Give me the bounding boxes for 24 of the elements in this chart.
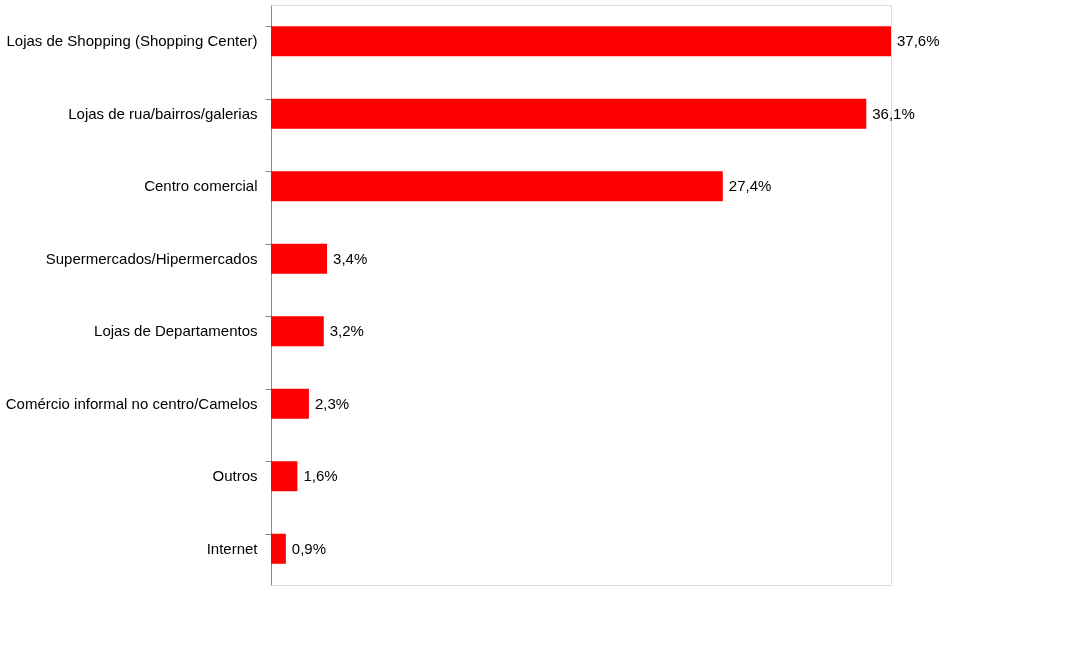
data-label: 3,4% [333,249,368,267]
data-label: 3,2% [329,322,364,340]
y-tick-label: Lojas de Departamentos [94,322,258,340]
data-label: 36,1% [872,104,915,122]
data-label: 37,6% [897,32,940,50]
y-tick-label: Internet [206,539,259,557]
bar [271,98,867,129]
bar [271,461,298,492]
y-tick-label: Outros [212,467,258,485]
bar [271,243,328,274]
y-tick-label: Centro comercial [144,177,258,195]
bar [271,316,324,347]
data-label: 1,6% [303,467,338,485]
bar [271,26,891,57]
y-tick-label: Lojas de Shopping (Shopping Center) [6,32,258,50]
data-label: 2,3% [314,394,350,412]
y-tick-label: Lojas de rua/bairros/galerias [68,104,258,122]
bar [271,171,723,202]
data-label: 27,4% [728,177,772,195]
bar [271,388,309,419]
y-tick-label: Supermercados/Hipermercados [45,249,258,267]
data-label: 0,9% [291,539,327,557]
y-tick-label: Comércio informal no centro/Camelos [5,394,258,412]
bar [271,533,286,564]
